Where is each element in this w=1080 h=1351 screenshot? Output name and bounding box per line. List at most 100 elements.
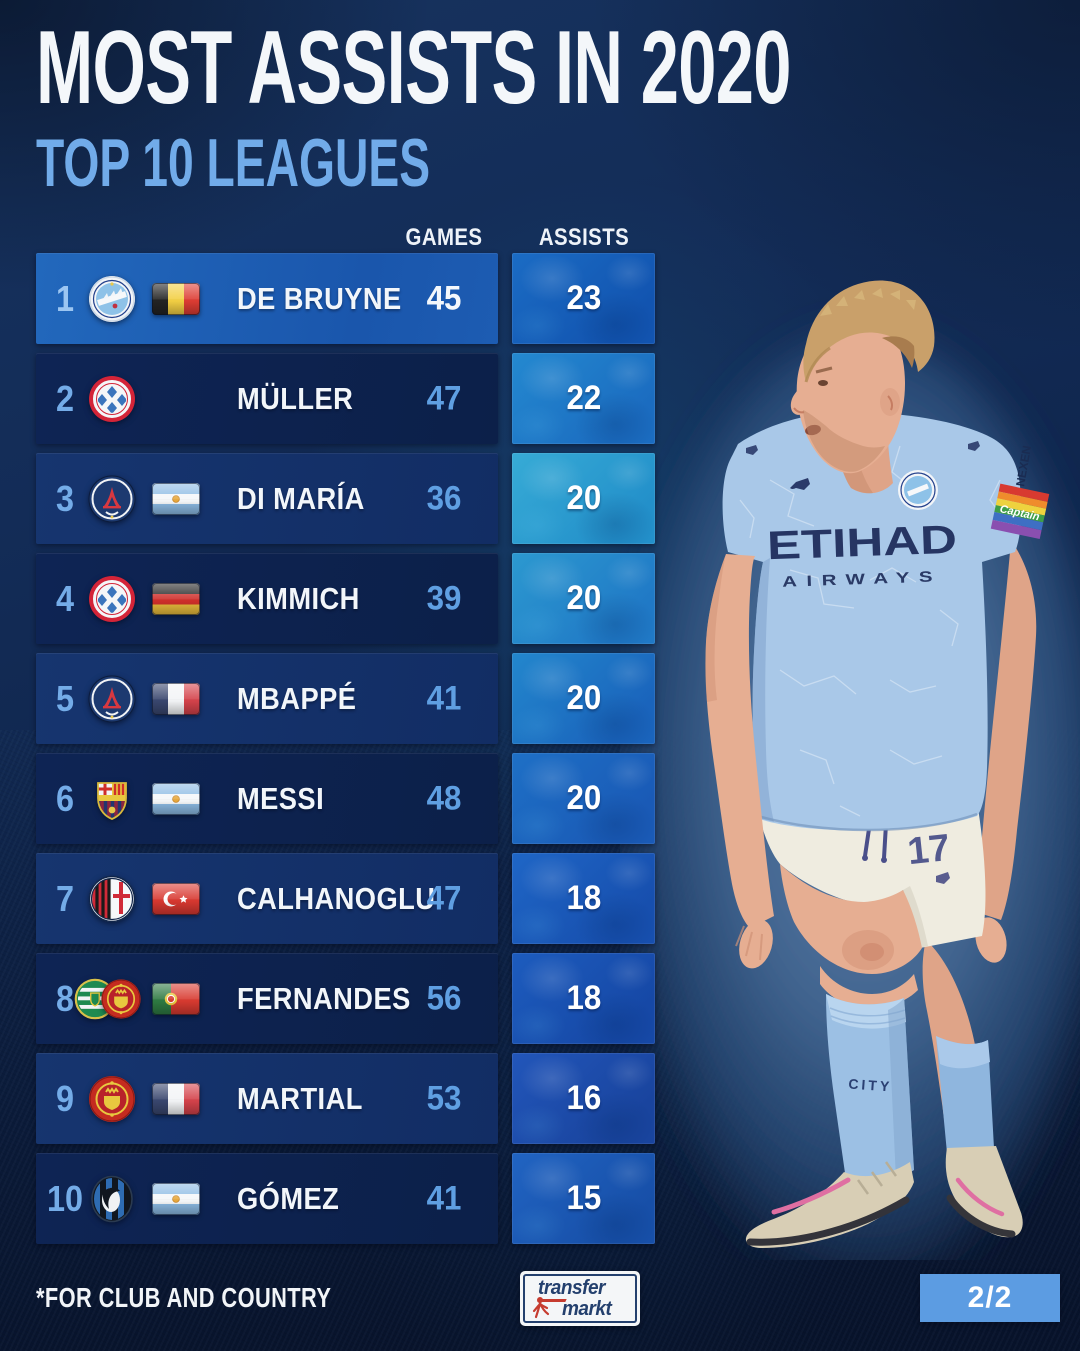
games-value: 47: [426, 879, 462, 917]
games-value: 45: [426, 279, 462, 317]
rank-label: 3: [55, 477, 75, 519]
argentina-flag: [152, 1182, 200, 1215]
assists-value: 22: [566, 379, 601, 417]
club-badges: [86, 253, 138, 344]
table-row: 1 DE BRUYNE 45 23: [36, 253, 658, 344]
ac-milan-badge: [88, 875, 136, 923]
rank-label: 7: [55, 877, 75, 919]
assists-value: 16: [566, 1079, 601, 1117]
club-badges: [86, 753, 138, 844]
table-row: 4 KIMMICH 39 20: [36, 553, 658, 644]
bayern-munich-badge: [88, 575, 136, 623]
games-value: 48: [426, 779, 462, 817]
barcelona-badge: [88, 775, 136, 823]
argentina-flag: [152, 782, 200, 815]
games-value: 36: [426, 479, 462, 517]
player-name: MESSI: [237, 780, 325, 816]
rank-label: 9: [55, 1077, 75, 1119]
rank-label: 2: [55, 377, 75, 419]
psg-badge: [88, 475, 136, 523]
club-badges: [86, 653, 138, 744]
club-badges: [86, 453, 138, 544]
assists-cell: 20: [512, 453, 655, 544]
assists-cell: 15: [512, 1153, 655, 1244]
row-panel: 2 MÜLLER 47: [36, 353, 498, 444]
assists-cell: 20: [512, 553, 655, 644]
assists-cell: 23: [512, 253, 655, 344]
leaderboard-table: 1 DE BRUYNE 45 23 2 MÜLLER 47 22 3: [36, 253, 658, 1253]
games-value: 47: [426, 379, 462, 417]
portugal-flag: [152, 982, 200, 1015]
assists-value: 20: [566, 679, 601, 717]
assists-cell: 18: [512, 853, 655, 944]
row-panel: 4 KIMMICH 39: [36, 553, 498, 644]
assists-cell: 20: [512, 653, 655, 744]
row-panel: 1 DE BRUYNE 45: [36, 253, 498, 344]
assists-value: 18: [566, 879, 601, 917]
rank-label: 6: [55, 777, 75, 819]
player-photo-de-bruyne: 17 CITY: [620, 250, 1080, 1260]
games-value: 53: [426, 1079, 462, 1117]
jersey-sponsor-line2: AIRWAYS: [782, 568, 942, 591]
row-panel: 9 MARTIAL 53: [36, 1053, 498, 1144]
table-row: 8 FERNANDES 56 18: [36, 953, 658, 1044]
table-row: 7 CALHANOGLU 47 18: [36, 853, 658, 944]
footnote: *FOR CLUB AND COUNTRY: [36, 1282, 332, 1313]
player-name: DE BRUYNE: [237, 280, 402, 316]
rank-label: 4: [55, 577, 75, 619]
table-row: 5 MBAPPÉ 41 20: [36, 653, 658, 744]
manchester-united-badge: [101, 978, 142, 1019]
sock-text: CITY: [848, 1076, 893, 1095]
row-panel: 6 MESSI 48: [36, 753, 498, 844]
bayern-munich-badge: [88, 375, 136, 423]
france-flag: [152, 1082, 200, 1115]
row-panel: 7 CALHANOGLU 47: [36, 853, 498, 944]
manchester-united-badge: [88, 1075, 136, 1123]
argentina-flag: [152, 482, 200, 515]
player-name: DI MARÍA: [237, 480, 365, 516]
logo-text-markt: markt: [562, 1298, 612, 1320]
row-panel: 3 DI MARÍA 36: [36, 453, 498, 544]
rank-label: 10: [46, 1177, 84, 1219]
table-row: 6 MESSI 48 20: [36, 753, 658, 844]
rank-label: 1: [55, 277, 75, 319]
player-name: MBAPPÉ: [237, 680, 357, 716]
assists-value: 20: [566, 779, 601, 817]
player-name: GÓMEZ: [237, 1180, 340, 1216]
atalanta-badge: [88, 1175, 136, 1223]
assists-value: 18: [566, 979, 601, 1017]
games-value: 39: [426, 579, 462, 617]
player-illustration: 17 CITY: [623, 280, 1080, 1260]
club-badges: [74, 953, 141, 1044]
row-panel: 5 MBAPPÉ 41: [36, 653, 498, 744]
captain-armband: Captain: [990, 483, 1050, 540]
column-header-games: GAMES: [405, 224, 483, 251]
player-name: CALHANOGLU: [237, 880, 436, 916]
assists-cell: 18: [512, 953, 655, 1044]
games-value: 56: [426, 979, 462, 1017]
column-header-assists: ASSISTS: [538, 224, 630, 251]
assists-value: 20: [566, 479, 601, 517]
france-flag: [152, 682, 200, 715]
games-value: 41: [426, 1179, 462, 1217]
assists-cell: 22: [512, 353, 655, 444]
club-badges: [86, 853, 138, 944]
player-name: MARTIAL: [237, 1080, 363, 1116]
transfermarkt-logo-frame: transfer markt: [523, 1274, 637, 1323]
assists-value: 15: [566, 1179, 601, 1217]
club-badges: [86, 553, 138, 644]
assists-cell: 16: [512, 1053, 655, 1144]
shorts-number: 17: [906, 827, 952, 873]
turkey-flag: [152, 882, 200, 915]
logo-player-figure-icon: [532, 1297, 550, 1319]
jersey-sponsor-line1: ETIHAD: [766, 518, 957, 569]
assists-value: 20: [566, 579, 601, 617]
row-panel: 10 GÓMEZ 41: [36, 1153, 498, 1244]
rank-label: 5: [55, 677, 75, 719]
club-badges: [86, 1153, 138, 1244]
page-subtitle: TOP 10 LEAGUES: [36, 125, 431, 201]
assists-value: 23: [566, 279, 601, 317]
manchester-city-badge: [88, 275, 136, 323]
transfermarkt-logo: transfer markt: [520, 1271, 640, 1326]
